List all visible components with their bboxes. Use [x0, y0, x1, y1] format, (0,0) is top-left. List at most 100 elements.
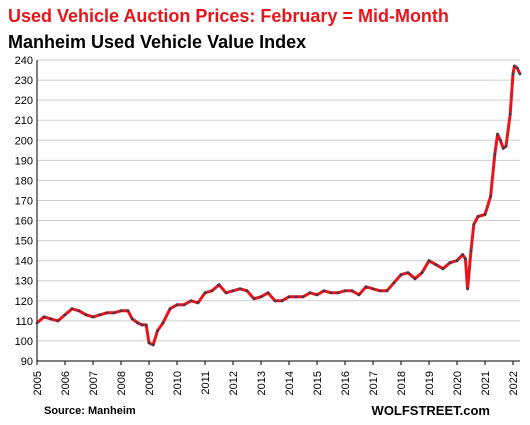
data-point — [513, 64, 516, 68]
data-point — [238, 287, 242, 291]
y-tick-label: 180 — [15, 175, 33, 187]
data-point — [161, 321, 165, 325]
data-point — [336, 291, 340, 295]
y-tick-label: 210 — [15, 115, 33, 127]
data-point — [140, 323, 144, 327]
x-tick-label: 2009 — [144, 371, 156, 395]
data-point — [392, 281, 396, 285]
data-point — [385, 289, 389, 293]
x-tick-label: 2011 — [200, 371, 212, 395]
x-tick-label: 2010 — [172, 371, 184, 395]
data-point — [378, 289, 382, 293]
data-point — [371, 287, 375, 291]
data-point — [119, 309, 123, 313]
y-tick-label: 220 — [15, 95, 33, 107]
data-point — [343, 289, 347, 293]
y-tick-label: 100 — [15, 336, 33, 348]
data-point — [508, 112, 512, 116]
x-tick-label: 2008 — [116, 371, 128, 395]
x-tick-label: 2006 — [60, 371, 72, 395]
data-point — [56, 319, 60, 323]
data-point — [350, 289, 354, 293]
data-point — [287, 295, 291, 299]
x-tick-label: 2007 — [88, 371, 100, 395]
data-point — [496, 132, 499, 136]
data-point — [455, 259, 459, 263]
data-point — [466, 287, 469, 291]
x-tick-label: 2013 — [256, 371, 268, 395]
y-tick-label: 90 — [21, 356, 33, 368]
data-point — [70, 307, 74, 311]
data-point — [245, 289, 249, 293]
data-point — [322, 289, 326, 293]
data-point — [493, 152, 497, 156]
data-point — [464, 257, 467, 261]
y-tick-label: 140 — [15, 256, 33, 268]
series-line — [36, 64, 522, 347]
data-point — [476, 215, 480, 218]
data-point — [406, 271, 410, 275]
x-tick-label: 2015 — [312, 371, 324, 395]
data-point — [441, 267, 445, 271]
y-tick-label: 230 — [15, 75, 33, 87]
data-point — [280, 299, 284, 303]
x-tick-label: 2021 — [480, 371, 492, 395]
x-tick-label: 2016 — [340, 371, 352, 395]
data-point — [224, 291, 228, 295]
data-point — [77, 309, 81, 313]
data-point — [182, 303, 186, 307]
data-point — [434, 263, 438, 267]
chart-subtitle: Manheim Used Vehicle Value Index — [8, 32, 307, 52]
data-point — [217, 283, 221, 287]
data-point — [112, 311, 116, 315]
data-point — [469, 249, 473, 253]
x-tick-label: 2014 — [284, 371, 296, 395]
data-point — [357, 293, 361, 297]
data-point — [294, 295, 298, 299]
x-tick-label: 2018 — [396, 371, 408, 395]
data-point — [203, 291, 207, 295]
data-point — [511, 72, 515, 76]
data-point — [91, 315, 95, 319]
data-point — [168, 307, 172, 311]
data-point — [35, 321, 39, 325]
y-tick-label: 110 — [15, 316, 33, 328]
y-tick-label: 190 — [15, 155, 33, 167]
data-point — [518, 72, 522, 76]
data-point — [42, 315, 46, 319]
data-point — [189, 299, 193, 303]
data-point — [315, 293, 319, 297]
data-point — [420, 271, 424, 275]
data-point — [151, 343, 155, 347]
data-point — [329, 291, 333, 295]
data-point — [156, 329, 159, 333]
data-point — [259, 295, 263, 299]
data-point — [301, 295, 305, 299]
data-point — [504, 144, 508, 148]
data-point — [308, 291, 312, 295]
data-point — [273, 299, 277, 303]
data-point — [98, 313, 102, 317]
data-point — [147, 341, 151, 345]
y-tick-label: 160 — [15, 216, 33, 228]
data-point — [448, 261, 452, 265]
data-point — [364, 285, 368, 289]
x-tick-label: 2019 — [424, 371, 436, 395]
brand-label: WOLFSTREET.com — [371, 403, 490, 418]
chart-title: Used Vehicle Auction Prices: February = … — [8, 6, 449, 26]
data-point — [49, 317, 53, 321]
x-tick-label: 2005 — [32, 371, 44, 395]
data-point — [499, 138, 502, 142]
data-point — [515, 66, 519, 70]
data-point — [210, 289, 214, 293]
data-point — [489, 195, 492, 198]
data-point — [126, 309, 130, 313]
data-point — [105, 311, 109, 315]
y-tick-label: 130 — [15, 276, 33, 288]
x-tick-label: 2022 — [508, 371, 520, 395]
data-point — [472, 223, 476, 226]
x-tick-label: 2017 — [368, 371, 380, 395]
y-tick-label: 200 — [15, 135, 33, 147]
data-point — [84, 313, 88, 317]
